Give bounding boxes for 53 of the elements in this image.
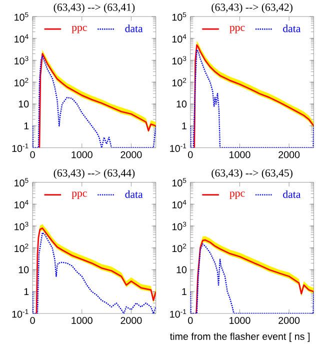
- x-tick-label: 1000: [230, 151, 250, 158]
- y-tick-label: 10$^{2}$: [172, 244, 186, 252]
- x-tick-label: 2000: [278, 316, 300, 324]
- legend-label: data: [283, 190, 301, 198]
- y-tick-label: 1: [24, 288, 29, 296]
- chart-title: (63,43) --> (63,45): [212, 169, 293, 179]
- legend-label: ppc: [230, 26, 245, 34]
- legend-label: data: [125, 24, 143, 32]
- legend-label: ppc: [230, 192, 245, 199]
- y-tick-label: 10$^{4}$: [14, 200, 29, 208]
- x-tick-label: 1000: [72, 316, 93, 324]
- y-tick-label: 10$^{3}$: [172, 222, 186, 230]
- y-tick-label: 10$^{4}$: [172, 200, 186, 208]
- chart-title: (63,43) --> (63,41): [54, 3, 135, 14]
- y-tick-label: 10$^{3}$: [14, 56, 28, 65]
- y-tick-label: 10: [176, 100, 187, 108]
- y-tick-label: 1: [24, 122, 29, 130]
- chart-title: (63,43) --> (63,44): [54, 169, 135, 179]
- y-tick-label: 10$^{3}$: [14, 222, 28, 230]
- y-tick-label: 1: [182, 122, 187, 130]
- y-tick-label: 10$^{2}$: [172, 78, 186, 86]
- y-tick-label: 10: [19, 266, 29, 274]
- y-tick-label: 10$^{5}$: [172, 178, 186, 186]
- y-tick-label: 10$^{2}$: [14, 244, 28, 252]
- y-tick-label: 10$^{-1}$: [170, 309, 186, 318]
- y-tick-label: 10$^{-1}$: [12, 309, 28, 318]
- x-tick-label: 1000: [72, 151, 93, 158]
- x-tick-label: 0: [188, 316, 193, 324]
- y-tick-label: 1: [182, 288, 187, 296]
- x-tick-label: 1000: [230, 316, 250, 324]
- y-tick-label: 10$^{5}$: [14, 12, 28, 21]
- y-tick-label: 10: [176, 266, 187, 274]
- x-tick-label: 0: [188, 151, 193, 158]
- legend-label: ppc: [72, 26, 88, 34]
- x-tick-label: 0: [30, 316, 36, 324]
- y-tick-label: 10$^{5}$: [14, 178, 28, 186]
- y-tick-label: 10$^{5}$: [172, 12, 186, 21]
- y-tick-label: 10$^{4}$: [14, 34, 29, 43]
- legend-label: ppc: [72, 192, 88, 199]
- x-tick-label: 2000: [120, 316, 142, 324]
- y-tick-label: 10$^{3}$: [172, 56, 186, 65]
- y-tick-label: 10$^{-1}$: [170, 144, 186, 152]
- y-tick-label: 10$^{4}$: [172, 34, 186, 43]
- x-tick-label: 0: [30, 151, 36, 158]
- chart-title: (63,43) --> (63,42): [212, 3, 293, 14]
- y-tick-label: 10$^{2}$: [14, 78, 28, 86]
- x-tick-label: 2000: [120, 151, 142, 158]
- y-tick-label: 10: [19, 100, 29, 108]
- y-tick-label: 10$^{-1}$: [12, 144, 28, 152]
- x-tick-label: 2000: [278, 151, 300, 158]
- legend-label: data: [125, 190, 143, 198]
- x-axis-title: time from the flasher event [ ns ]: [170, 332, 310, 342]
- legend-label: data: [283, 24, 301, 32]
